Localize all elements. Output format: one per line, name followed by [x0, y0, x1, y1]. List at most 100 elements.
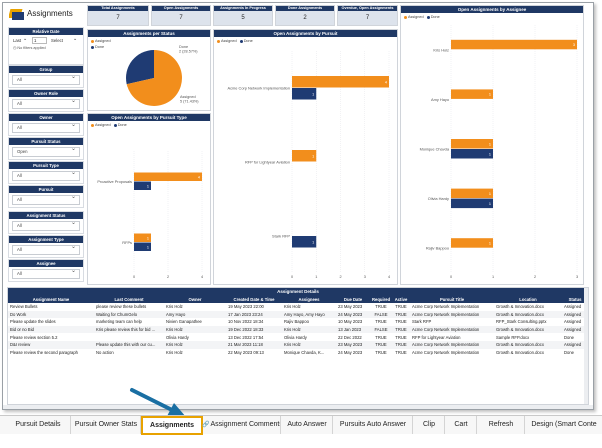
bar-assigned: [292, 150, 317, 162]
filter-slicer[interactable]: Pursuit Type All: [8, 161, 84, 184]
slicer-dropdown[interactable]: Open: [12, 145, 80, 157]
slicer-title: Assignment Type: [9, 236, 83, 243]
table-row[interactable]: Please review section 5.2 Olivia Hardy 13 …: [8, 333, 588, 341]
category-label: Rajiv Bappoo: [426, 246, 449, 251]
column-header[interactable]: Required: [370, 295, 392, 303]
count-input[interactable]: 1: [32, 37, 47, 44]
tab-pursuit-details[interactable]: Pursuit Details: [6, 416, 71, 434]
table-row[interactable]: D&I review Please update this with our cu…: [8, 340, 588, 349]
kpi-label: Assignments In Progress: [214, 6, 272, 11]
slicer-dropdown[interactable]: All: [12, 97, 80, 109]
table-cell: [94, 333, 164, 341]
slicer-dropdown[interactable]: All: [12, 243, 80, 255]
filter-slicer[interactable]: Group All: [8, 65, 84, 88]
table-cell: TRUE: [375, 304, 387, 310]
period-select[interactable]: Last: [13, 38, 22, 43]
bar-done: [292, 88, 317, 100]
slicer-dropdown[interactable]: All: [12, 73, 80, 85]
category-label: Acme Corp Network Implementation: [228, 86, 291, 91]
column-header[interactable]: Created Date & Time: [226, 295, 282, 303]
table-cell: TRUE: [375, 319, 387, 325]
canvas-horizontal-scrollbar[interactable]: [3, 405, 593, 409]
table-cell: D&I review: [8, 340, 94, 349]
relative-date-slicer[interactable]: Relative Date Last ⌄ 1 Select ⌄ ◷ No fil…: [8, 27, 84, 65]
table-row[interactable]: Bid or no Bid Kris please review this for…: [8, 325, 588, 334]
bar-data-label: 1: [147, 245, 149, 249]
table-cell: 22 Dec 2022: [338, 334, 362, 340]
table-cell: Acme Corp Network Implementation: [410, 340, 494, 349]
table-cell: Stark RFP: [412, 319, 432, 325]
table-cell: Waiting for ChumGelo: [94, 310, 164, 319]
table-cell: Kris Holz: [166, 304, 183, 310]
filter-slicer[interactable]: Assignment Type All: [8, 235, 84, 258]
bar-data-label: 4: [198, 175, 200, 179]
filter-slicer[interactable]: Owner All: [8, 113, 84, 136]
bar-assigned: [451, 238, 493, 248]
slicer-title: Pursuit Status: [9, 138, 83, 145]
table-cell: 13 Dec 2022 17:54: [228, 334, 264, 340]
chart-title: Open Assignments by Pursuit: [214, 30, 397, 37]
table-cell: Do Work: [8, 310, 94, 319]
column-header[interactable]: Assignment Name: [8, 295, 94, 303]
legend-swatch-assigned: [217, 39, 220, 43]
slicer-title: Relative Date: [9, 28, 83, 35]
column-header[interactable]: Due Date: [336, 295, 370, 303]
column-header[interactable]: Owner: [164, 295, 226, 303]
table-cell: No action: [96, 349, 114, 355]
unit-select[interactable]: Select: [51, 38, 63, 43]
column-header[interactable]: Last Comment: [94, 295, 164, 303]
slicer-dropdown[interactable]: All: [12, 267, 80, 279]
pursuit-type-card: Open Assignments by Pursuit Type Assigne…: [87, 113, 211, 285]
table-cell: TRUE: [370, 340, 392, 349]
category-label: Kris Holz: [433, 47, 449, 52]
pursuit-type-bar-chart: 0 2 4 Proactive Proposals 4 1 RFPs 1 1: [97, 151, 203, 279]
tab-label: Clip: [422, 421, 436, 428]
slicer-dropdown[interactable]: All: [12, 193, 80, 205]
table-cell: 17 Jan 2023 23:24: [226, 310, 282, 319]
tab-assignment-comments[interactable]: 🔗Assignment Comments: [202, 416, 281, 434]
filter-slicer[interactable]: Owner Role All: [8, 89, 84, 112]
table-row[interactable]: Please review the second paragraph No act…: [8, 349, 588, 357]
slicer-dropdown[interactable]: All: [12, 169, 80, 181]
tab-cart[interactable]: Cart: [446, 416, 477, 434]
slicer-dropdown[interactable]: All: [12, 219, 80, 231]
filter-slicer[interactable]: Assignee All: [8, 259, 84, 282]
tab-design-smart-conte[interactable]: Design (Smart Conte: [526, 416, 602, 434]
table-cell: 19 Dec 2022 18:33: [226, 325, 282, 334]
filter-slicer[interactable]: Pursuit Status Open: [8, 137, 84, 160]
tab-refresh[interactable]: Refresh: [478, 416, 525, 434]
bar-assigned: [451, 39, 577, 50]
column-header[interactable]: Assignees: [282, 295, 336, 303]
tab-label: Cart: [454, 421, 468, 428]
table-cell: Kris Holz: [282, 325, 336, 334]
filter-slicer[interactable]: Assignment Status All: [8, 211, 84, 234]
table-cell: Acme Corp Network Implementation: [412, 349, 480, 355]
column-header[interactable]: Location: [494, 295, 562, 303]
legend-swatch-assigned: [404, 15, 407, 19]
filter-slicer[interactable]: Pursuit All: [8, 185, 84, 208]
column-header[interactable]: Active: [392, 295, 410, 303]
tab-label: Pursuit Details: [15, 421, 61, 428]
tab-pursuits-auto-answer[interactable]: Pursuits Auto Answer: [334, 416, 413, 434]
column-header[interactable]: Pursuit Title: [410, 295, 494, 303]
vertical-scrollbar[interactable]: [584, 288, 588, 404]
tab-auto-answer[interactable]: Auto Answer: [282, 416, 333, 434]
chart-title: Open Assignments by Assignee: [401, 6, 583, 13]
table-row[interactable]: Please update the slides marketing team c…: [8, 318, 588, 326]
tab-assignments[interactable]: Assignments: [141, 416, 203, 435]
table-cell: marketing team can help: [96, 319, 142, 325]
slicer-title: Owner: [9, 114, 83, 121]
table-row[interactable]: Review Bullets please review these bullet…: [8, 303, 588, 311]
kpi-value-box: 7: [88, 11, 148, 25]
tab-pursuit-owner-stats[interactable]: Pursuit Owner Stats: [72, 416, 141, 434]
x-tick-label: 4: [201, 275, 203, 279]
bar-done: [292, 236, 317, 248]
tab-clip[interactable]: Clip: [414, 416, 445, 434]
table-cell: please review these bullets: [96, 304, 147, 310]
column-header[interactable]: Status: [562, 295, 588, 303]
table-row[interactable]: Do Work Waiting for ChumGelo Amy Hayo 17 Ja…: [8, 310, 588, 319]
slicer-dropdown[interactable]: All: [12, 121, 80, 133]
x-tick-label: 4: [388, 275, 390, 279]
slicer-title: Assignee: [9, 260, 83, 267]
table-cell: TRUE: [395, 304, 407, 310]
